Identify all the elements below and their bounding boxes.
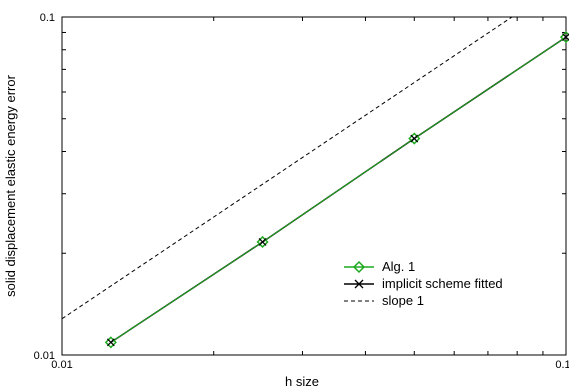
alg1-point <box>559 31 569 44</box>
implicit-point <box>562 33 569 42</box>
implicit-point <box>410 134 419 143</box>
legend: Alg. 1 implicit scheme fitted slope 1 <box>344 259 503 308</box>
x-axis-title: h size <box>285 374 319 389</box>
x-tick-label-0: 0.01 <box>51 359 72 371</box>
legend-marker-alg1 <box>352 260 366 274</box>
legend-label-alg1: Alg. 1 <box>382 259 415 274</box>
y-axis-title: solid displacement elastic energy error <box>3 74 18 296</box>
series-layer <box>62 17 566 343</box>
legend-label-implicit: implicit scheme fitted <box>382 276 503 291</box>
legend-marker-implicit <box>354 279 364 289</box>
plot-frame <box>61 16 567 356</box>
marker-layer <box>104 31 569 349</box>
legend-label-slope1: slope 1 <box>382 293 424 308</box>
y-tick-label-1: 0.1 <box>40 12 55 24</box>
series-line-alg1 <box>110 36 566 343</box>
series-line-slope1 <box>62 17 513 320</box>
y-tick-label-0: 0.01 <box>34 350 55 362</box>
alg1-point <box>408 132 421 145</box>
implicit-point <box>106 338 115 347</box>
x-tick-label-1: 0.1 <box>555 359 569 371</box>
axis-ticks <box>61 16 567 356</box>
implicit-point <box>258 238 267 246</box>
alg1-point <box>104 336 117 349</box>
alg1-point <box>256 235 269 249</box>
